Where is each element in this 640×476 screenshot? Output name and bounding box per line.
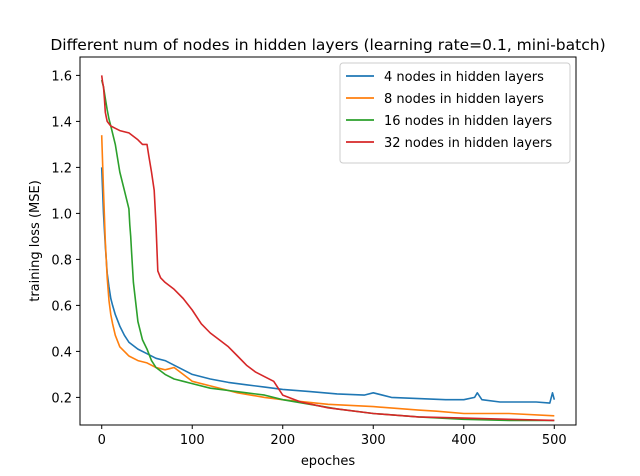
x-tick-label: 200 [270,433,295,448]
x-axis: 0 100 200 300 400 500 [98,425,567,448]
x-tick-label: 400 [451,433,476,448]
y-axis-label: training loss (MSE) [28,180,43,302]
legend-label-4: 32 nodes in hidden layers [384,136,552,151]
y-tick-label: 0.4 [51,345,72,360]
y-tick-label: 0.8 [51,253,72,268]
x-tick-label: 300 [361,433,386,448]
y-tick-label: 1.2 [51,161,72,176]
legend: 4 nodes in hidden layers 8 nodes in hidde… [339,62,571,164]
y-tick-label: 0.6 [51,299,72,314]
series-line-2 [100,135,555,417]
legend-label-3: 16 nodes in hidden layers [384,114,552,129]
legend-box [339,62,571,164]
series-line-4 [100,75,555,422]
plot-area [100,75,556,422]
x-tick-label: 100 [180,433,205,448]
y-tick-label: 1.0 [51,207,72,222]
y-axis: 0.2 0.4 0.6 0.8 1.0 1.2 1.4 1.6 [51,69,80,406]
y-tick-label: 1.6 [51,69,72,84]
legend-label-2: 8 nodes in hidden layers [384,92,544,107]
series-line-1 [100,167,556,404]
legend-label-1: 4 nodes in hidden layers [384,70,544,85]
y-tick-label: 1.4 [51,115,72,130]
plot-frame [79,56,577,426]
x-axis-label: epoches [301,454,356,469]
x-tick-label: 500 [542,433,567,448]
x-tick-label: 0 [98,433,106,448]
y-tick-label: 0.2 [51,391,72,406]
chart-title: Different num of nodes in hidden layers … [50,36,605,54]
